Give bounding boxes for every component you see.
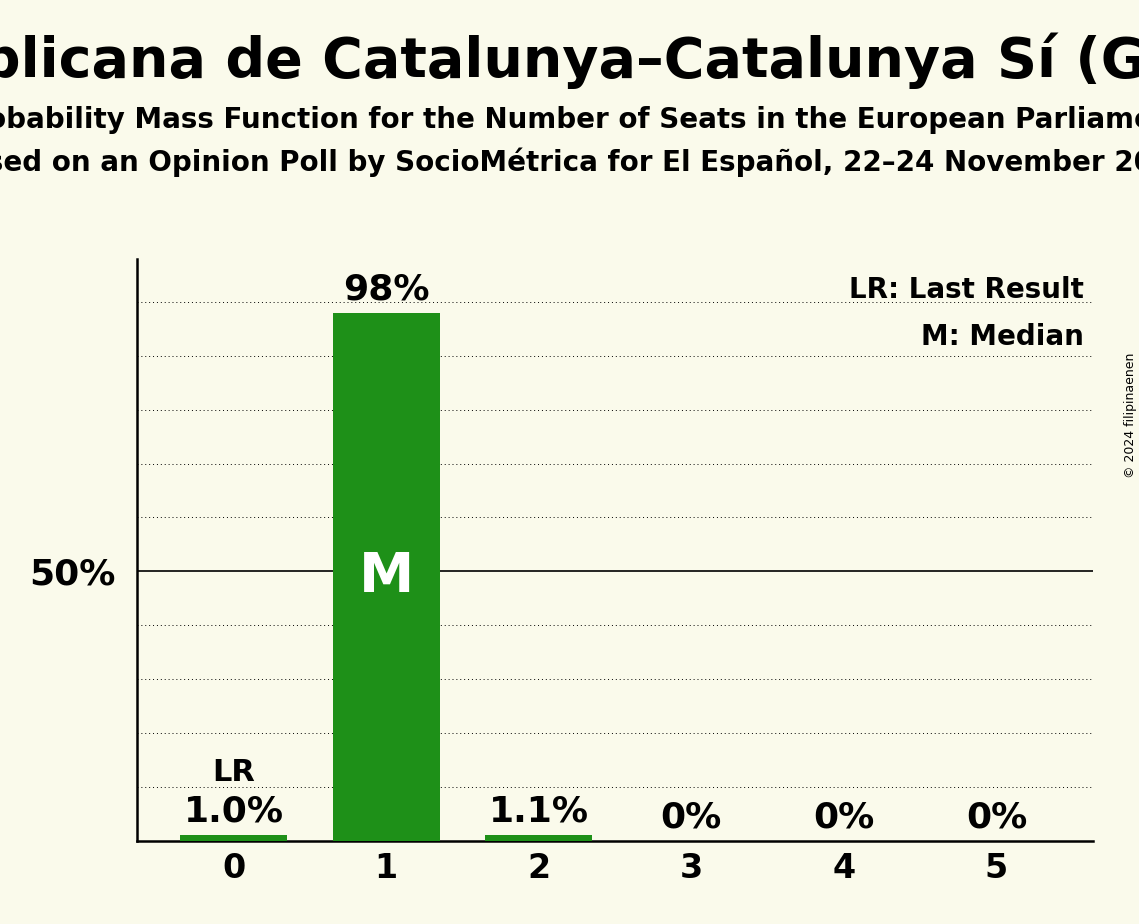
Bar (180, 835, 287, 841)
Text: Probability Mass Function for the Number of Seats in the European Parliament: Probability Mass Function for the Number… (0, 106, 1139, 134)
Text: 1.1%: 1.1% (489, 795, 589, 829)
Text: LR: Last Result: LR: Last Result (849, 276, 1084, 304)
Text: Esquerra Republicana de Catalunya–Catalunya Sí (Greens/EFA): Esquerra Republicana de Catalunya–Catalu… (0, 32, 1139, 89)
Text: Based on an Opinion Poll by SocioMétrica for El Español, 22–24 November 2024: Based on an Opinion Poll by SocioMétrica… (0, 148, 1139, 177)
Bar (333, 312, 440, 841)
Text: 98%: 98% (343, 273, 429, 306)
Text: © 2024 filipinaenen: © 2024 filipinaenen (1124, 353, 1137, 479)
Text: 0%: 0% (813, 800, 875, 834)
Text: 0%: 0% (661, 800, 722, 834)
Bar (485, 835, 592, 841)
Text: 0%: 0% (966, 800, 1027, 834)
Text: 1.0%: 1.0% (183, 795, 284, 829)
Text: M: M (359, 550, 413, 603)
Text: LR: LR (212, 758, 255, 787)
Text: M: Median: M: Median (921, 322, 1084, 351)
